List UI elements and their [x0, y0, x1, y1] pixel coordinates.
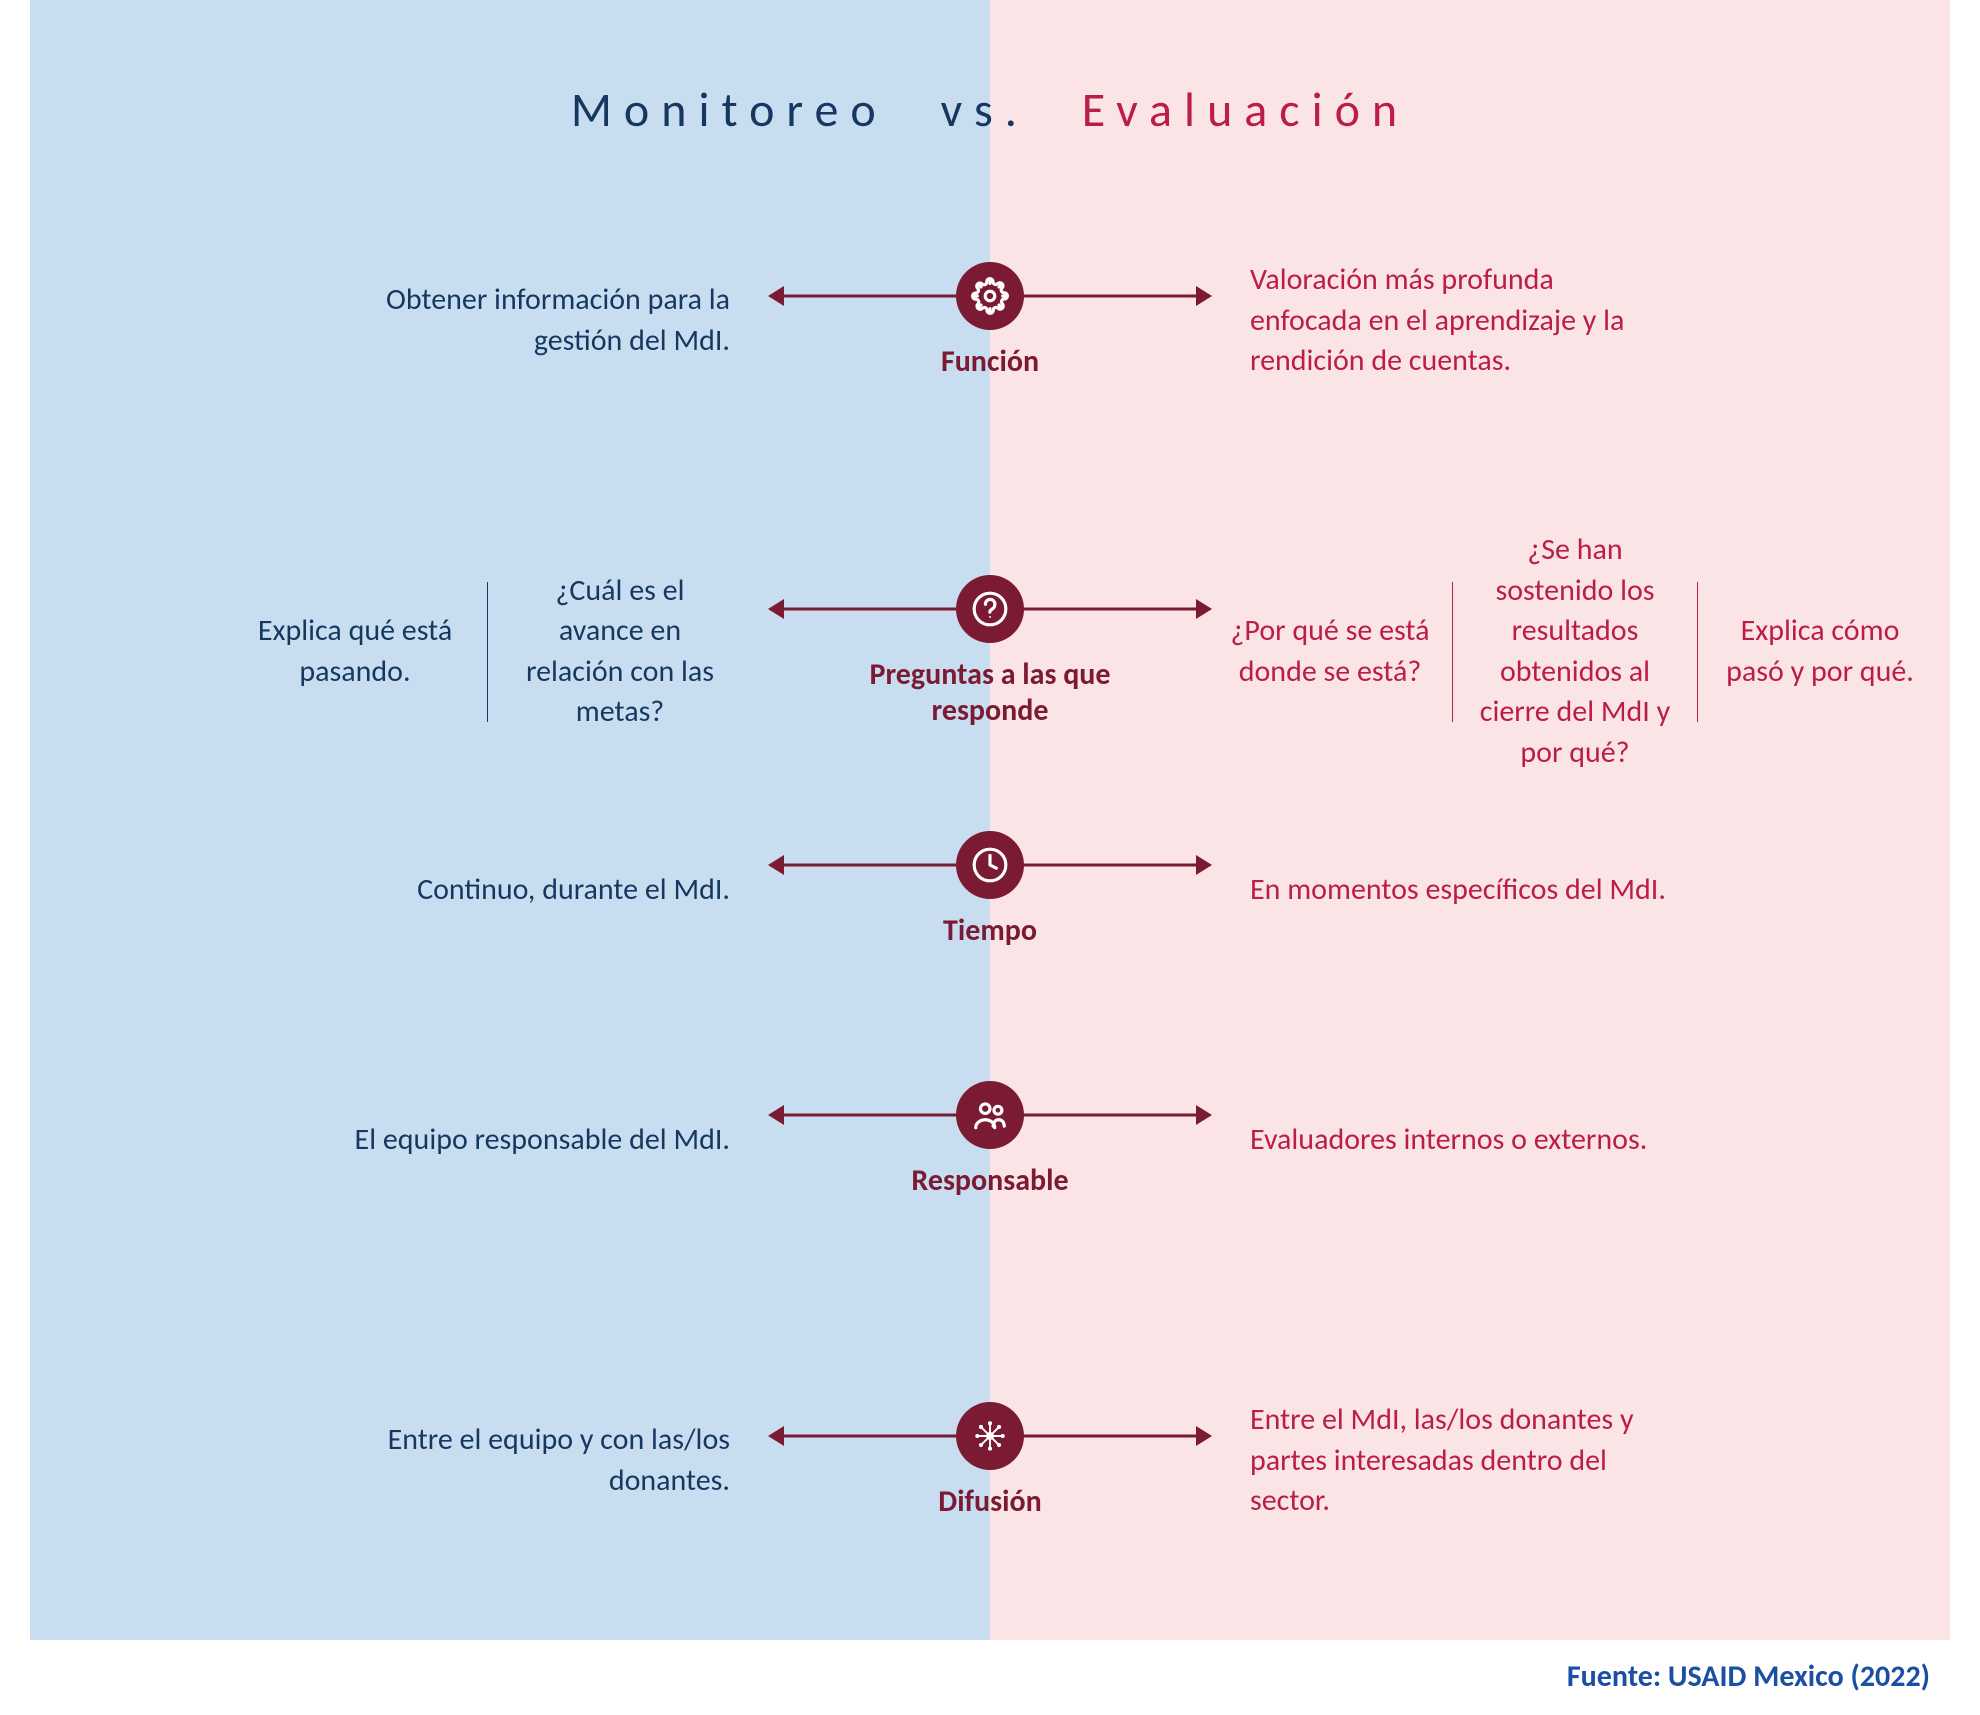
- category-label: Preguntas a las que responde: [850, 657, 1130, 729]
- diagram-title: Monitoreo vs. Evaluación: [30, 80, 1950, 139]
- divider: [1452, 582, 1453, 722]
- left-text-item: ¿Cuál es el avance en relación con las m…: [510, 571, 730, 733]
- left-text-item: Explica qué está pasando.: [245, 611, 465, 692]
- left-text: Obtener información para la gestión del …: [310, 280, 730, 361]
- question-icon: [956, 575, 1024, 643]
- right-text: Evaluadores internos o externos.: [1250, 1120, 1647, 1161]
- comparison-row: Continuo, durante el MdI. En momentos esp…: [30, 870, 1950, 911]
- comparison-diagram: Monitoreo vs. Evaluación Obtener informa…: [30, 0, 1950, 1640]
- center-category: Difusión: [770, 1402, 1210, 1520]
- category-label: Difusión: [938, 1484, 1041, 1520]
- left-text: Continuo, durante el MdI.: [417, 870, 730, 911]
- right-text-item: ¿Se han sostenido los resultados obtenid…: [1475, 530, 1675, 773]
- left-multi: Explica qué está pasando. ¿Cuál es el ava…: [245, 571, 730, 733]
- center-category: Responsable: [770, 1081, 1210, 1199]
- category-label: Responsable: [911, 1163, 1068, 1199]
- left-background: [30, 0, 990, 1640]
- right-text: En momentos específicos del MdI.: [1250, 870, 1666, 911]
- divider: [1697, 582, 1698, 722]
- double-arrow: [770, 1402, 1210, 1470]
- comparison-row: Obtener información para la gestión del …: [30, 260, 1950, 382]
- right-text-item: Explica cómo pasó y por qué.: [1720, 611, 1920, 692]
- right-text-item: ¿Por qué se está donde se está?: [1230, 611, 1430, 692]
- category-label: Tiempo: [943, 913, 1037, 949]
- center-category: Función: [770, 262, 1210, 380]
- right-text: Valoración más profunda enfocada en el a…: [1250, 260, 1670, 382]
- double-arrow: [770, 1081, 1210, 1149]
- people-icon: [956, 1081, 1024, 1149]
- title-left: Monitoreo: [571, 80, 888, 139]
- center-category: Preguntas a las que responde: [770, 575, 1210, 729]
- source-citation: Fuente: USAID Mexico (2022): [30, 1658, 1950, 1695]
- left-text: Entre el equipo y con las/los donantes.: [310, 1420, 730, 1501]
- network-icon: [956, 1402, 1024, 1470]
- title-right: Evaluación: [1082, 80, 1409, 139]
- center-category: Tiempo: [770, 831, 1210, 949]
- comparison-row: Entre el equipo y con las/los donantes. E…: [30, 1400, 1950, 1522]
- double-arrow: [770, 575, 1210, 643]
- right-text: Entre el MdI, las/los donantes y partes …: [1250, 1400, 1670, 1522]
- right-multi: ¿Por qué se está donde se está? ¿Se han s…: [1230, 530, 1920, 773]
- category-label: Función: [941, 344, 1039, 380]
- double-arrow: [770, 831, 1210, 899]
- divider: [487, 582, 488, 722]
- comparison-row: El equipo responsable del MdI. Evaluadore…: [30, 1120, 1950, 1161]
- comparison-row: Explica qué está pasando. ¿Cuál es el ava…: [30, 530, 1950, 773]
- gear-icon: [956, 262, 1024, 330]
- right-background: [990, 0, 1950, 1640]
- left-text: El equipo responsable del MdI.: [355, 1120, 730, 1161]
- double-arrow: [770, 262, 1210, 330]
- title-vs: vs.: [941, 80, 1029, 139]
- clock-icon: [956, 831, 1024, 899]
